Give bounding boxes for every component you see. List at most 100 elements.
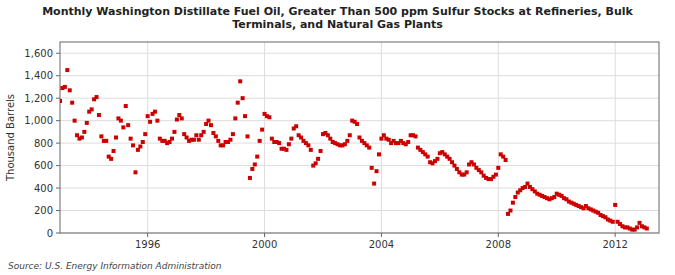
point [355,122,359,126]
tick-label-y: 400 [34,183,53,194]
tick-y [56,188,60,189]
title-line: Monthly Washington Distillate Fuel Oil, … [42,5,633,18]
point [233,116,237,120]
point [114,136,118,140]
point [192,138,196,142]
point [611,220,615,224]
point [170,137,174,141]
point [126,123,130,127]
tick-label-y: 600 [34,160,53,171]
point [238,79,242,83]
point [372,182,376,186]
point [241,96,245,100]
grid-line-y [60,53,659,54]
point [172,130,176,134]
point [508,209,512,213]
point [377,152,381,156]
point [73,119,77,123]
point [306,143,310,147]
point [370,166,374,170]
point [197,138,201,142]
point [99,134,103,138]
point [255,155,259,159]
point [148,120,152,124]
source-note: Source: U.S. Energy Information Administ… [8,261,222,271]
grid-line-x [264,42,265,233]
tick-label-y: 1,000 [24,115,53,126]
point [414,134,418,138]
point [465,170,469,174]
tick-y [56,233,60,234]
tick-x [615,233,616,237]
tick-y [56,165,60,166]
point [129,137,133,141]
points [60,68,649,232]
point [345,139,349,143]
point [243,114,247,118]
point [513,195,517,199]
point [109,157,113,161]
point [511,201,515,205]
point [104,139,108,143]
tick-label-y: 1,600 [24,48,53,59]
point [435,157,439,161]
point [314,161,318,165]
tick-x [498,233,499,237]
tick-y [56,143,60,144]
tick-y [56,98,60,99]
y-axis-label: Thousand Barrels [5,94,16,182]
point [267,115,271,119]
tick-y [56,53,60,54]
point [68,88,72,92]
point [319,149,323,153]
grid-line-y [60,143,659,144]
tick-label-y: 0 [47,228,53,239]
point [287,142,291,146]
point [85,121,89,125]
point [112,149,116,153]
grid-line-y [60,188,659,189]
point [635,225,639,229]
point [175,118,179,122]
grid-line-y [60,210,659,211]
point [316,157,320,161]
point [180,116,184,120]
point [90,107,94,111]
point [207,119,211,123]
tick-label-x: 2004 [369,239,394,250]
point [496,166,500,170]
point [494,173,498,177]
tick-label-x: 1996 [135,239,160,250]
tick-label-x: 2008 [486,239,511,250]
point [146,114,150,118]
point [97,113,101,117]
tick-label-y: 1,400 [24,70,53,81]
grid-line-y [60,98,659,99]
point [236,101,240,105]
tick-x [147,233,148,237]
tick-label-y: 1,200 [24,93,53,104]
point [260,128,264,132]
grid [60,42,659,233]
point [131,143,135,147]
tick-x [381,233,382,237]
tick-label-x: 2000 [252,239,277,250]
point [289,137,293,141]
point [246,134,250,138]
point [138,144,142,148]
point [121,125,125,129]
point [277,141,281,145]
point [63,85,67,89]
point [250,167,254,171]
plot-frame [60,42,659,233]
point [153,110,157,114]
grid-line-x [147,42,148,233]
point [65,68,69,72]
point [155,119,159,123]
point [80,136,84,140]
chart: Monthly Washington Distillate Fuel Oil, … [0,0,675,275]
title-line: Terminals, and Natural Gas Plants [232,18,443,31]
point [504,158,508,162]
grid-line-y [60,165,659,166]
point [119,119,123,123]
